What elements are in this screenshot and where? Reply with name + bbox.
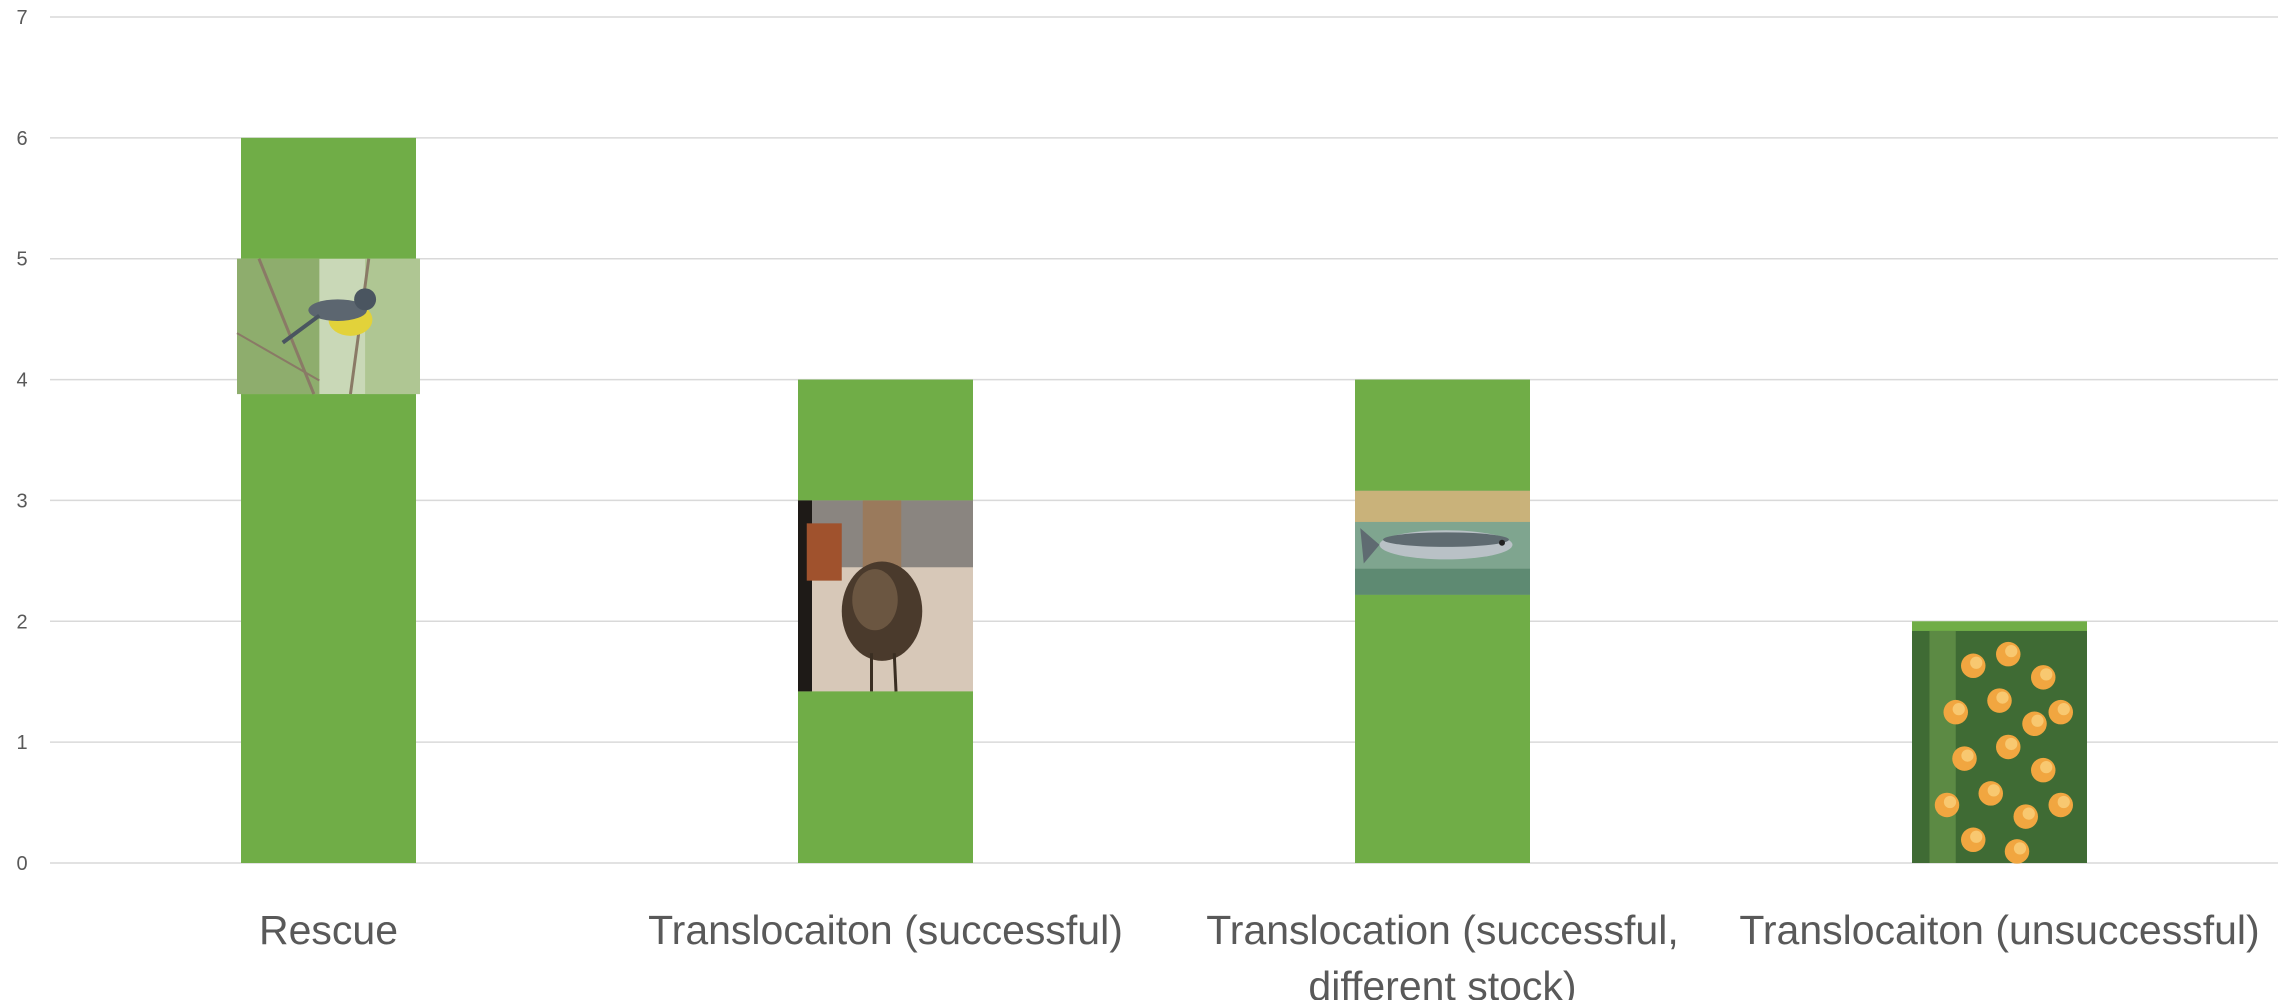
fish-photo — [1355, 490, 1530, 595]
x-category-label: different stock) — [1308, 963, 1576, 1000]
x-category-label: Translocation (successful, — [1206, 907, 1678, 953]
y-tick-label: 5 — [16, 249, 27, 271]
y-tick-label: 2 — [16, 611, 27, 633]
bird-photo — [236, 258, 420, 395]
duck-photo — [798, 500, 973, 692]
x-category-label: Translocaiton (unsuccessful) — [1739, 907, 2259, 953]
y-tick-label: 7 — [16, 7, 27, 29]
x-category-label: Translocaiton (successful) — [648, 907, 1123, 953]
orchid-photo — [1912, 630, 2087, 864]
y-tick-label: 1 — [16, 732, 27, 754]
bar — [1355, 379, 1530, 863]
y-tick-label: 3 — [16, 490, 27, 512]
y-tick-label: 0 — [16, 853, 27, 875]
y-tick-label: 6 — [16, 128, 27, 150]
y-tick-label: 4 — [16, 370, 27, 392]
x-category-label: Rescue — [259, 907, 398, 953]
bar — [241, 137, 416, 863]
